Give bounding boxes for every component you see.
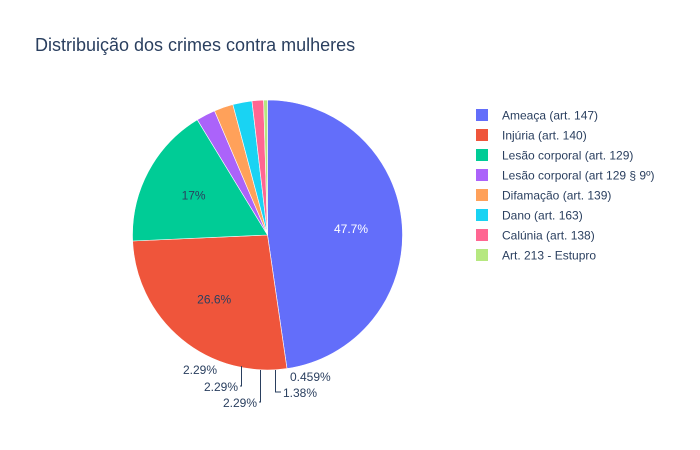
slice-label-difamacao-art-139: 2.29% bbox=[204, 380, 238, 394]
slice-label-art-213-estupro: 0.459% bbox=[290, 370, 331, 384]
pie-slice-lesao-corporal-art-129[interactable] bbox=[132, 119, 269, 242]
legend-item-art-213-estupro[interactable]: Art. 213 - Estupro bbox=[476, 249, 596, 263]
legend-label: Ameaça (art. 147) bbox=[502, 109, 598, 123]
legend-label: Dano (art. 163) bbox=[502, 209, 583, 223]
legend-swatch bbox=[476, 109, 488, 121]
slice-label-ameaca-art-147: 47.7% bbox=[334, 222, 368, 236]
legend-swatch bbox=[476, 149, 488, 161]
label-leader-line bbox=[259, 370, 261, 403]
legend-item-ameaca-art-147[interactable]: Ameaça (art. 147) bbox=[476, 109, 598, 123]
slice-label-lesao-corporal-art-129: 17% bbox=[182, 189, 206, 203]
legend-label: Lesão corporal (art. 129) bbox=[502, 149, 633, 163]
label-leader-line bbox=[275, 370, 281, 393]
pie-slice-art-213-estupro[interactable] bbox=[263, 99, 268, 236]
pie-slice-injuria-art-140[interactable] bbox=[132, 234, 288, 371]
legend-item-lesao-corporal-art-129-9[interactable]: Lesão corporal (art 129 § 9º) bbox=[476, 169, 654, 183]
legend-swatch bbox=[476, 209, 488, 221]
legend-label: Injúria (art. 140) bbox=[502, 129, 587, 143]
legend: Ameaça (art. 147) Injúria (art. 140) Lesão… bbox=[476, 109, 654, 263]
legend-swatch bbox=[476, 169, 488, 181]
legend-item-calunia-art-138[interactable]: Calúnia (art. 138) bbox=[476, 229, 595, 243]
chart-title: Distribuição dos crimes contra mulheres bbox=[35, 35, 355, 55]
legend-label: Art. 213 - Estupro bbox=[502, 249, 596, 263]
legend-swatch bbox=[476, 229, 488, 241]
legend-item-dano-art-163[interactable]: Dano (art. 163) bbox=[476, 209, 583, 223]
slice-label-calunia-art-138: 1.38% bbox=[283, 386, 317, 400]
legend-label: Lesão corporal (art 129 § 9º) bbox=[502, 169, 654, 183]
legend-swatch bbox=[476, 129, 488, 141]
legend-item-difamacao-art-139[interactable]: Difamação (art. 139) bbox=[476, 189, 611, 203]
label-leader-line bbox=[240, 366, 242, 387]
legend-label: Calúnia (art. 138) bbox=[502, 229, 595, 243]
legend-item-injuria-art-140[interactable]: Injúria (art. 140) bbox=[476, 129, 587, 143]
pie-labels: 47.7% 26.6% 17% 2.29% 2.29% 2.29% 1.38% 0.459% bbox=[182, 189, 369, 410]
slice-label-lesao-corporal-art-129-9: 2.29% bbox=[183, 363, 217, 377]
slice-label-dano-art-163: 2.29% bbox=[223, 396, 257, 410]
legend-swatch bbox=[476, 189, 488, 201]
legend-swatch bbox=[476, 249, 488, 261]
pie-slices bbox=[132, 99, 403, 371]
legend-item-lesao-corporal-art-129[interactable]: Lesão corporal (art. 129) bbox=[476, 149, 633, 163]
slice-label-injuria-art-140: 26.6% bbox=[197, 293, 231, 307]
pie-slice-ameaca-art-147[interactable] bbox=[267, 99, 403, 369]
legend-label: Difamação (art. 139) bbox=[502, 189, 611, 203]
